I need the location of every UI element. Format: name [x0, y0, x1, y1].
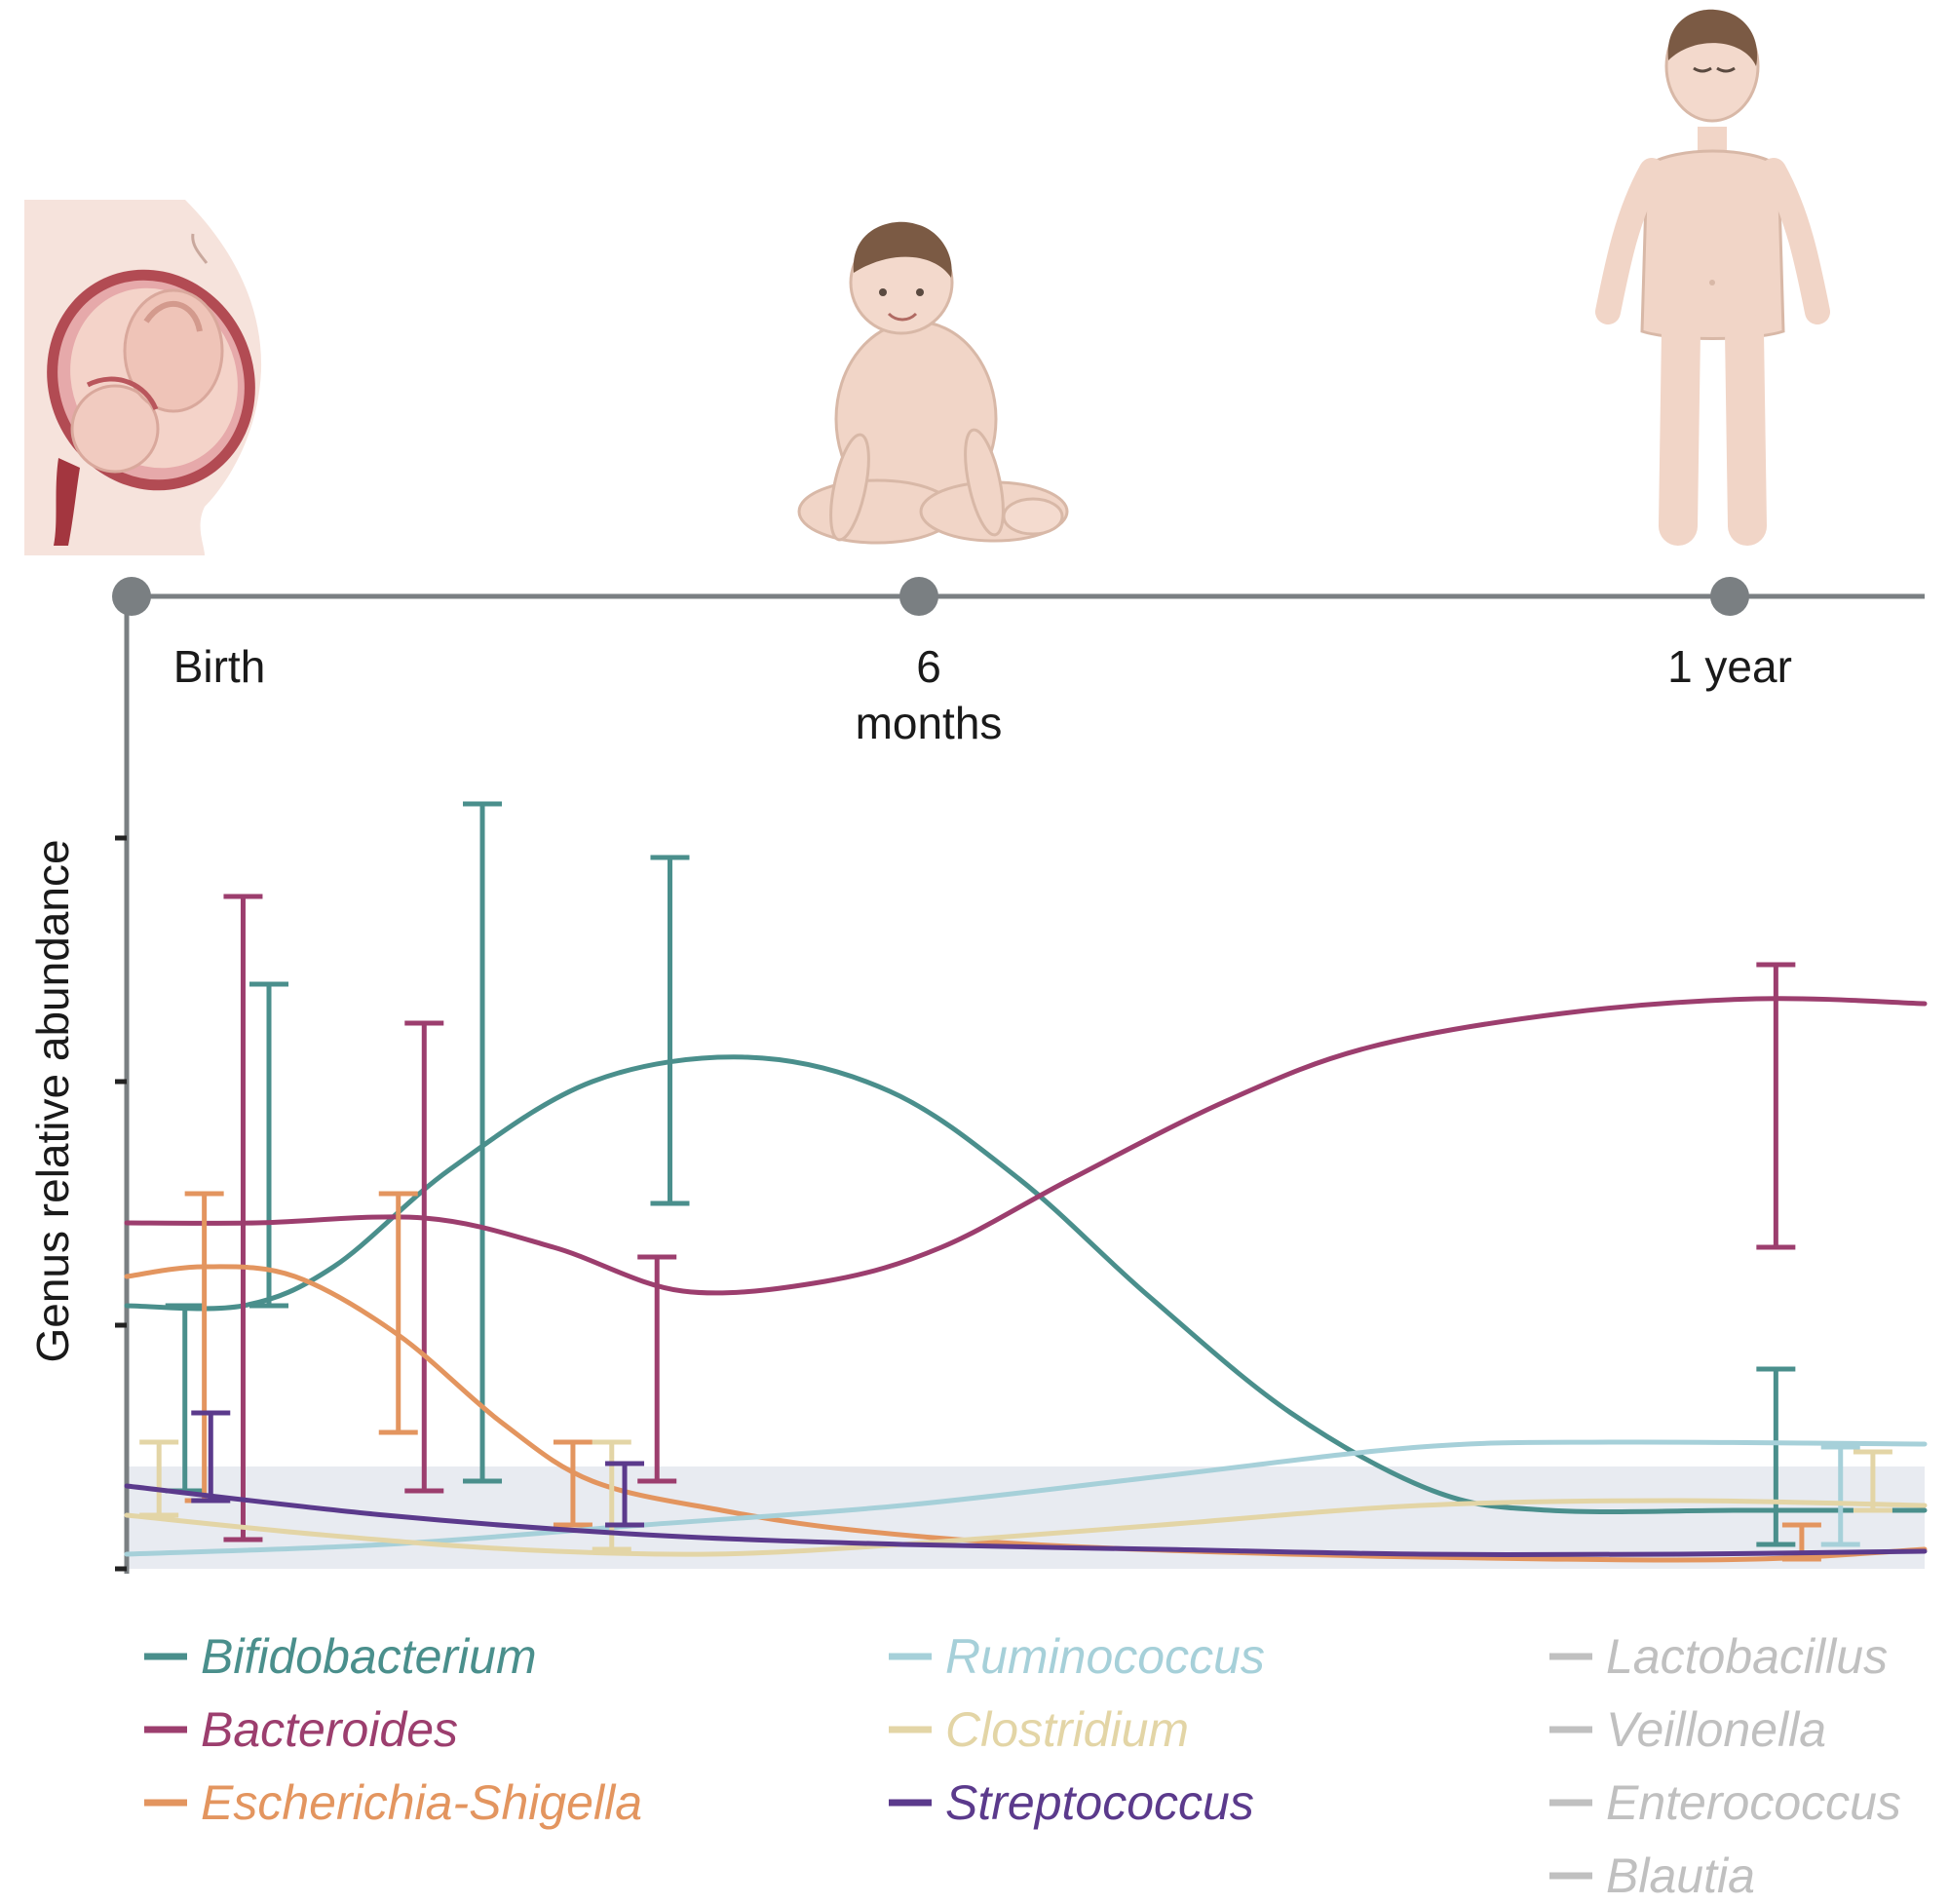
timeline-dot-2	[1710, 577, 1749, 616]
timeline-label-line: 6	[916, 641, 941, 692]
series-line-bacteroides	[124, 996, 1928, 1296]
legend-item-enterococcus: Enterococcus	[1549, 1775, 1901, 1830]
error-bar-bacteroides-0	[223, 894, 263, 1542]
error-bar-escherichia-shigella-2	[553, 1439, 592, 1528]
legend-label: Bifidobacterium	[201, 1629, 537, 1684]
y-axis	[115, 596, 130, 1574]
legend-label: Escherichia-Shigella	[201, 1775, 642, 1830]
pregnant-uterus-illustration	[24, 200, 262, 555]
series-line-bifidobacterium	[124, 1054, 1928, 1514]
legend: Bifidobacterium Bacteroides Escherichia-Sh…	[144, 1629, 1901, 1903]
standing-toddler-illustration	[1595, 9, 1830, 546]
error-bar-escherichia-shigella-0	[184, 1191, 224, 1504]
error-bar-bacteroides-2	[637, 1254, 677, 1484]
legend-label: Streptococcus	[945, 1775, 1254, 1830]
series-line-clostridium	[124, 1498, 1928, 1557]
legend-label: Lactobacillus	[1606, 1629, 1888, 1684]
legend-item-escherichia-shigella: Escherichia-Shigella	[144, 1775, 642, 1830]
error-bar-clostridium-2	[1853, 1449, 1892, 1513]
timeline-label-line: 1 year	[1667, 641, 1792, 692]
legend-item-bifidobacterium: Bifidobacterium	[144, 1629, 537, 1684]
y-axis-label: Genus relative abundance	[27, 839, 78, 1362]
series-escherichia-shigella	[124, 1191, 1928, 1563]
series-line-escherichia-shigella	[124, 1264, 1928, 1563]
legend-item-clostridium: Clostridium	[889, 1702, 1189, 1757]
error-bar-streptococcus-1	[605, 1461, 645, 1528]
timeline-label-line: months	[856, 698, 1003, 748]
error-bar-bacteroides-3	[1756, 962, 1796, 1250]
series-bacteroides	[124, 894, 1928, 1542]
legend-item-blautia: Blautia	[1549, 1848, 1755, 1903]
error-bar-ruminococcus-0	[1820, 1444, 1860, 1547]
legend-label: Veillonella	[1606, 1702, 1826, 1757]
series-layer	[124, 801, 1928, 1563]
legend-label: Blautia	[1606, 1848, 1755, 1903]
series-line-streptococcus	[124, 1483, 1928, 1557]
legend-label: Enterococcus	[1606, 1775, 1901, 1830]
legend-label: Bacteroides	[201, 1702, 458, 1757]
legend-item-bacteroides: Bacteroides	[144, 1702, 458, 1757]
error-bar-bacteroides-1	[404, 1020, 444, 1494]
error-bar-bifidobacterium-3	[650, 855, 690, 1206]
error-bar-bifidobacterium-2	[463, 801, 503, 1484]
legend-item-streptococcus: Streptococcus	[889, 1775, 1254, 1830]
error-bar-bifidobacterium-0	[165, 1303, 205, 1494]
error-bar-bifidobacterium-1	[249, 981, 289, 1309]
timeline-dot-1	[899, 577, 938, 616]
timeline: Birth 6 months 1 year	[112, 577, 1925, 748]
error-bar-bifidobacterium-4	[1756, 1366, 1796, 1547]
legend-label: Clostridium	[945, 1702, 1189, 1757]
error-bar-streptococcus-0	[191, 1410, 231, 1504]
timeline-label-2: 1 year	[1667, 641, 1792, 692]
error-bar-escherichia-shigella-1	[378, 1191, 418, 1435]
sitting-baby-illustration	[797, 221, 1069, 545]
timeline-dot-0	[112, 577, 151, 616]
timeline-label-0: Birth	[173, 641, 266, 692]
legend-item-ruminococcus: Ruminococcus	[889, 1629, 1265, 1684]
legend-item-lactobacillus: Lactobacillus	[1549, 1629, 1888, 1684]
legend-item-veillonella: Veillonella	[1549, 1702, 1826, 1757]
legend-label: Ruminococcus	[945, 1629, 1265, 1684]
timeline-label-1: 6 months	[856, 641, 1003, 748]
series-streptococcus	[124, 1410, 1928, 1557]
timeline-label-line: Birth	[173, 641, 266, 692]
series-bifidobacterium	[124, 801, 1928, 1547]
